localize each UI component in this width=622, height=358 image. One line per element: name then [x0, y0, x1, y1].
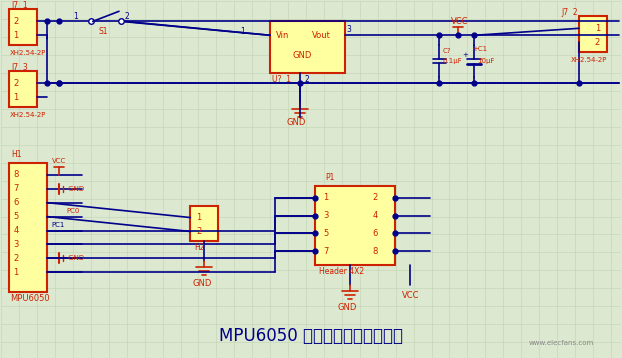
Text: 0.1μF: 0.1μF: [442, 58, 462, 64]
Text: Vout: Vout: [312, 31, 331, 40]
Text: 4: 4: [13, 226, 19, 235]
Text: H2: H2: [195, 243, 205, 252]
Text: J7  1: J7 1: [11, 1, 28, 10]
Text: VCC: VCC: [450, 17, 468, 26]
Text: 1: 1: [73, 12, 78, 21]
Text: 2: 2: [373, 193, 378, 202]
Text: 3: 3: [323, 211, 328, 220]
Text: 1: 1: [13, 31, 19, 40]
Bar: [9, 9, 37, 45]
Text: 5: 5: [323, 229, 328, 238]
Text: H1: H1: [11, 150, 22, 159]
Text: 6: 6: [373, 229, 378, 238]
Text: 1: 1: [323, 193, 328, 202]
Bar: [579, 16, 607, 52]
Text: 2: 2: [13, 254, 19, 263]
Text: 2: 2: [13, 17, 19, 26]
Text: S1: S1: [99, 27, 108, 36]
Text: C?: C?: [442, 48, 451, 54]
Text: ·GND: ·GND: [66, 255, 84, 261]
Text: 2: 2: [125, 12, 129, 21]
Text: 1: 1: [595, 24, 600, 33]
Text: U?  1: U? 1: [272, 74, 291, 84]
Text: Vin: Vin: [276, 31, 289, 40]
Text: J7  2: J7 2: [561, 8, 578, 17]
Text: P1: P1: [325, 173, 334, 182]
Text: MPU6050: MPU6050: [10, 294, 50, 303]
Text: VCC: VCC: [52, 158, 67, 164]
Text: XH2.54-2P: XH2.54-2P: [10, 50, 47, 56]
Text: 1: 1: [13, 92, 19, 102]
Text: XH2.54-2P: XH2.54-2P: [571, 57, 607, 63]
Text: PC1: PC1: [51, 222, 65, 228]
Text: XH2.54-2P: XH2.54-2P: [10, 112, 47, 118]
Text: 2: 2: [197, 227, 202, 236]
Text: 2: 2: [13, 79, 19, 88]
Bar: [270, 21, 345, 73]
Text: 8: 8: [373, 247, 378, 256]
Text: 4: 4: [373, 211, 378, 220]
Text: 3: 3: [347, 25, 351, 34]
Text: www.elecfans.com: www.elecfans.com: [528, 340, 593, 346]
Text: 6: 6: [13, 198, 19, 207]
Text: 2: 2: [595, 38, 600, 47]
Text: GND: GND: [292, 51, 312, 60]
Bar: [9, 71, 37, 107]
Text: 1: 1: [240, 27, 245, 36]
Text: 1: 1: [13, 268, 19, 277]
Text: 7: 7: [323, 247, 328, 256]
Text: 7: 7: [13, 184, 19, 193]
Text: GND: GND: [338, 303, 357, 312]
Bar: [190, 205, 218, 241]
Text: 8: 8: [13, 170, 19, 179]
Bar: [9, 163, 47, 292]
Text: J7  3: J7 3: [11, 63, 28, 72]
Text: VCC: VCC: [402, 291, 419, 300]
Text: +: +: [462, 52, 468, 58]
Text: +C1: +C1: [472, 46, 488, 52]
Text: MPU6050 模块和电源模块原理图: MPU6050 模块和电源模块原理图: [219, 327, 403, 345]
Text: GND: GND: [286, 118, 305, 127]
Text: GND: GND: [192, 279, 212, 288]
Text: Header 4X2: Header 4X2: [319, 267, 364, 276]
Text: 2: 2: [304, 74, 309, 84]
Text: 3: 3: [13, 240, 19, 249]
Text: 5: 5: [13, 212, 19, 221]
Text: ·GND: ·GND: [66, 186, 84, 192]
Text: 1: 1: [197, 213, 202, 222]
Text: PC0: PC0: [66, 208, 80, 214]
Text: 10μF: 10μF: [477, 58, 495, 64]
Bar: [315, 186, 395, 265]
